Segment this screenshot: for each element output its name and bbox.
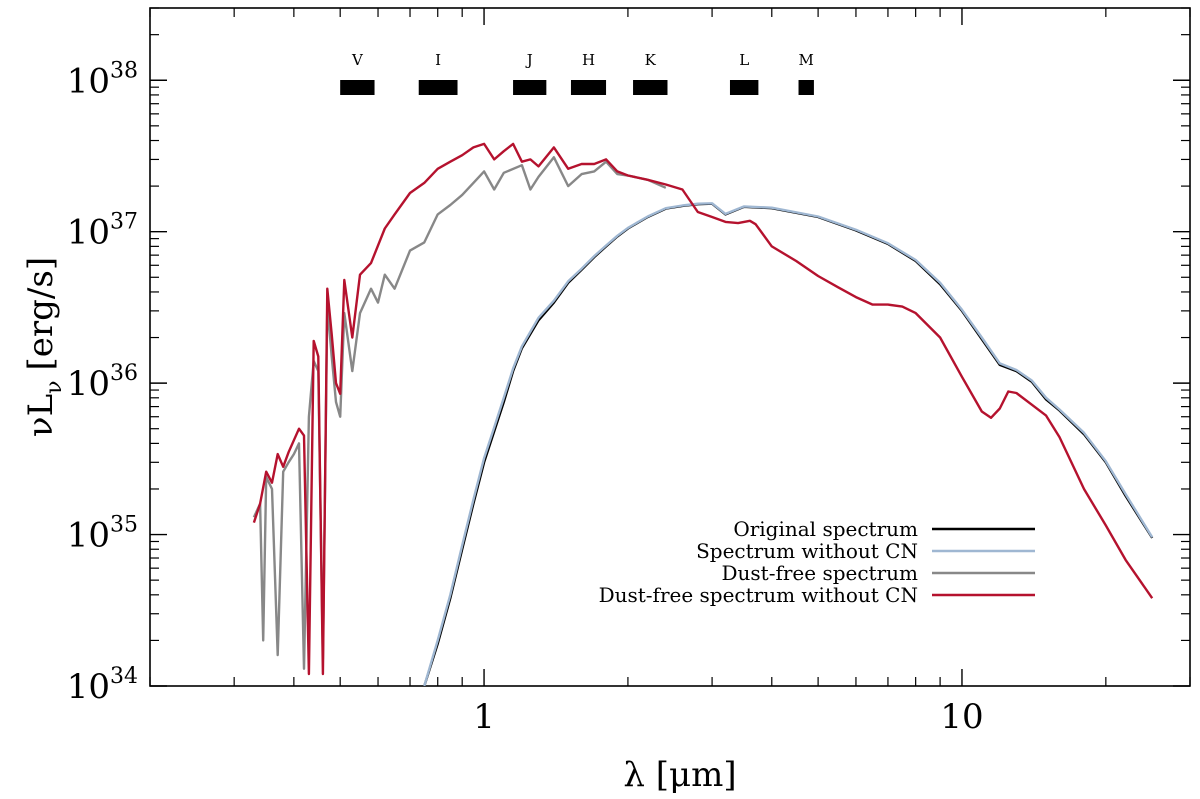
y-tick-base: 10: [67, 516, 110, 556]
series-line: [423, 202, 1154, 686]
y-tick-base: 10: [67, 213, 110, 253]
band-bar: [340, 80, 375, 95]
x-axis-title: λ [μm]: [623, 755, 736, 795]
band-label: H: [582, 51, 595, 69]
band-label: I: [435, 51, 441, 69]
x-tick-labels: 1 10: [473, 697, 983, 737]
band-label: V: [351, 51, 364, 69]
y-tick-label: 1035: [67, 513, 138, 556]
legend-label: Spectrum without CN: [696, 539, 918, 563]
band-bar: [513, 80, 547, 95]
y-tick-label: 1037: [67, 210, 138, 253]
y-axis-title: νLν [erg/s]: [21, 257, 67, 437]
x-tick-label: 1: [473, 697, 495, 737]
legend-label: Dust-free spectrum: [721, 561, 918, 585]
y-axis-title-main: νL: [21, 394, 61, 437]
y-tick-exponent: 38: [110, 58, 138, 83]
data-series: [252, 142, 1154, 686]
band-label: L: [739, 51, 749, 69]
y-tick-label: 1036: [67, 361, 138, 404]
y-tick-base: 10: [67, 364, 110, 404]
y-tick-base: 10: [67, 61, 110, 101]
band-bar: [633, 80, 668, 95]
y-tick-exponent: 37: [110, 210, 138, 235]
band-label: J: [525, 51, 533, 69]
band-bar: [418, 80, 458, 95]
legend-label: Original spectrum: [733, 517, 918, 541]
y-tick-exponent: 35: [110, 513, 138, 538]
series-line: [252, 142, 1154, 676]
x-tick-label: 10: [940, 697, 983, 737]
series-line: [423, 202, 1154, 686]
y-axis-title-sub: ν: [42, 380, 67, 393]
y-tick-base: 10: [67, 667, 110, 707]
y-tick-exponent: 34: [110, 664, 138, 689]
y-axis-title-unit: [erg/s]: [21, 257, 61, 371]
major-ticks: [150, 8, 1190, 687]
band-bar: [798, 80, 814, 95]
y-tick-label: 1038: [67, 58, 138, 101]
y-tick-label: 1034: [67, 664, 138, 707]
band-label: K: [645, 51, 657, 69]
y-tick-exponent: 36: [110, 361, 138, 386]
legend-label: Dust-free spectrum without CN: [599, 583, 918, 607]
minor-ticks: [149, 7, 1191, 686]
plot-frame: [149, 7, 1191, 687]
band-bar: [570, 80, 607, 95]
band-bar: [729, 80, 759, 95]
series-line: [252, 156, 667, 670]
band-label: M: [799, 51, 814, 69]
